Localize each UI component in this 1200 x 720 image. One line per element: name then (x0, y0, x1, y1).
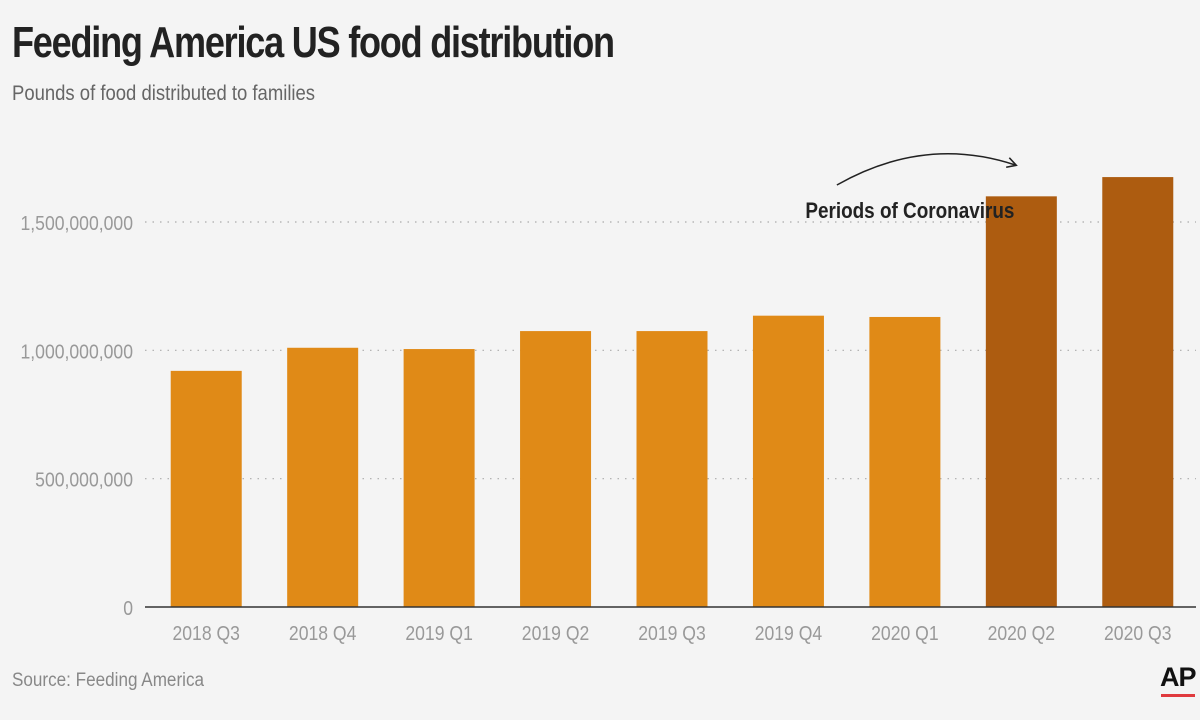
ap-logo-underline (1161, 694, 1195, 697)
y-tick-label: 1,500,000,000 (20, 212, 133, 234)
x-tick-label: 2019 Q4 (755, 622, 822, 644)
ap-logo: AP (1160, 662, 1197, 698)
x-tick-label: 2020 Q3 (1104, 622, 1171, 644)
ap-logo-text: AP (1160, 662, 1197, 692)
bar-2019-q2 (520, 331, 592, 607)
bar-2019-q4 (752, 315, 824, 607)
x-tick-label: 2020 Q1 (871, 622, 938, 644)
x-tick-label: 2018 Q3 (172, 622, 239, 644)
x-tick-label: 2018 Q4 (289, 622, 356, 644)
x-tick-label: 2019 Q1 (405, 622, 472, 644)
y-tick-label: 0 (123, 597, 133, 619)
bar-2020-q1 (869, 316, 941, 607)
x-tick-label: 2019 Q3 (638, 622, 705, 644)
annotation-arrow (836, 153, 1018, 186)
chart-title: Feeding America US food distribution (12, 18, 615, 67)
bar-2019-q3 (636, 331, 708, 607)
source-note: Source: Feeding America (12, 670, 205, 691)
bar-2018-q3 (170, 370, 242, 607)
x-tick-label: 2019 Q2 (522, 622, 589, 644)
y-tick-label: 1,000,000,000 (20, 340, 133, 362)
x-tick-label: 2020 Q2 (988, 622, 1055, 644)
bar-2020-q3 (1102, 177, 1174, 608)
chart-subtitle: Pounds of food distributed to families (12, 82, 316, 105)
bar-2020-q2 (985, 196, 1057, 608)
annotation-label: Periods of Coronavirus (805, 199, 1014, 224)
bar-2019-q1 (403, 349, 475, 607)
bar-2018-q4 (287, 347, 359, 607)
y-tick-label: 500,000,000 (35, 469, 133, 491)
